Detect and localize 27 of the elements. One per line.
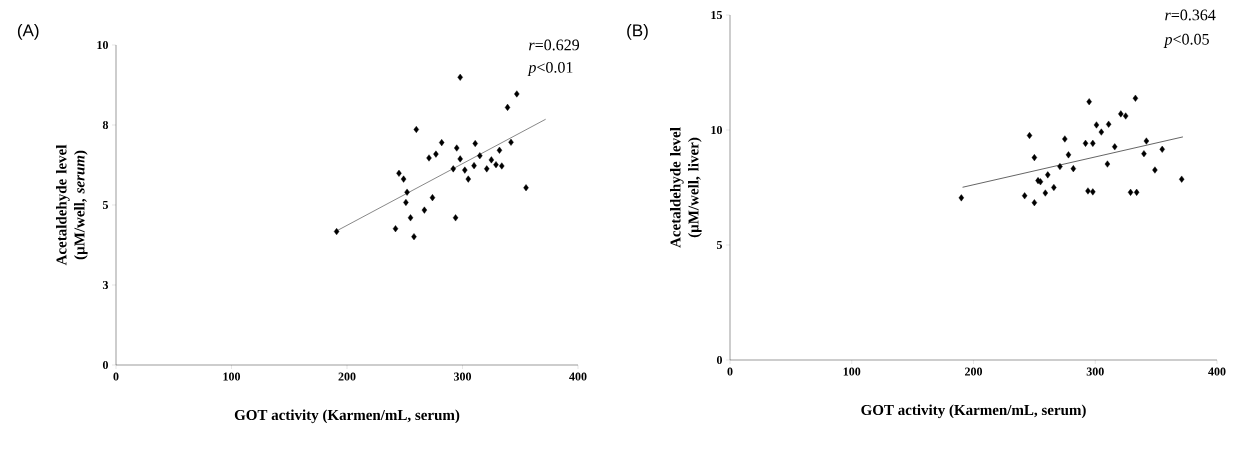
y-tick-label: 15 — [711, 10, 723, 20]
x-tick-label: 400 — [569, 372, 587, 381]
annotation: r=0.629 — [529, 39, 580, 51]
x-tick-label: 300 — [453, 372, 472, 381]
text: (B) — [627, 23, 648, 40]
y-tick-label: 5 — [102, 201, 109, 209]
x-tick-label: 300 — [1086, 367, 1104, 376]
y-axis-title: Acetaldehyde level (µM/well, liver) — [670, 127, 702, 248]
text: (A) — [17, 23, 39, 40]
y-tick-label: 10 — [711, 125, 723, 135]
x-tick-label: 100 — [843, 367, 861, 376]
annotation: p<0.01 — [527, 61, 573, 77]
y-tick-label: 3 — [102, 280, 109, 290]
x-tick-label: 0 — [727, 367, 733, 376]
annotation: r=0.364 — [1165, 9, 1216, 21]
y-tick-label: 10 — [97, 40, 108, 50]
annotation: p<0.05 — [1163, 33, 1209, 48]
x-tick-label: 200 — [965, 367, 983, 376]
x-axis-title: GOT activity (Karmen/mL, serum) — [234, 409, 460, 424]
y-tick-label: 0 — [716, 355, 723, 365]
x-axis-title: GOT activity (Karmen/mL, serum) — [861, 404, 1086, 419]
y-tick-label: 8 — [102, 120, 109, 130]
y-tick-label: 5 — [716, 241, 723, 249]
x-tick-label: 100 — [223, 372, 241, 381]
x-tick-label: 200 — [338, 372, 356, 381]
x-tick-label: 0 — [113, 372, 119, 381]
x-tick-label: 400 — [1208, 367, 1226, 376]
